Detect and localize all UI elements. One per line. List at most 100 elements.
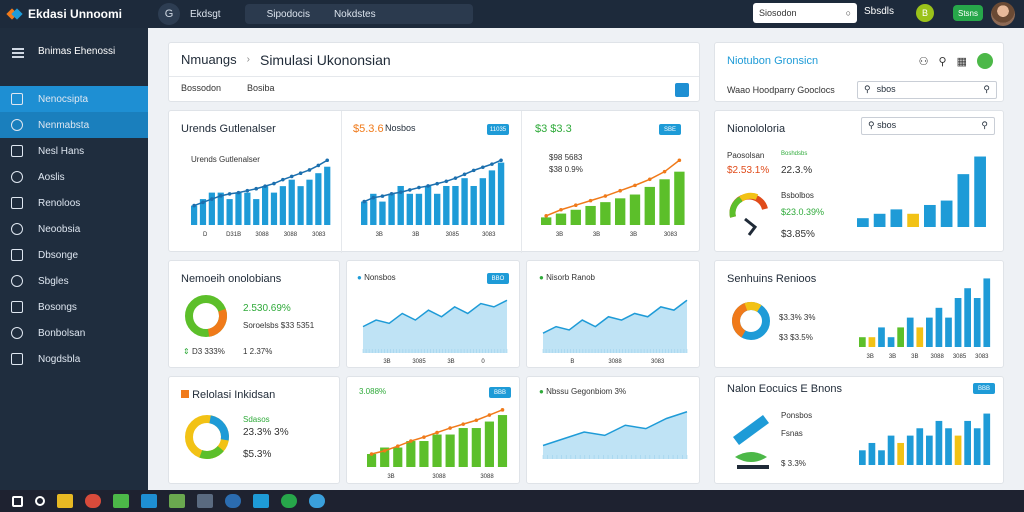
area-fill bbox=[543, 411, 687, 459]
sidebar-item-label: Nenocsipta bbox=[38, 93, 89, 105]
bar bbox=[897, 442, 904, 465]
app-logo[interactable]: Ekdasi Unnoomi bbox=[0, 7, 148, 21]
trend-point bbox=[389, 191, 394, 196]
trend-point bbox=[618, 188, 622, 193]
bar bbox=[270, 192, 278, 225]
sidebar-item-1[interactable]: Nenmabsta bbox=[0, 112, 148, 138]
card5-title: Nemoeih onolobians bbox=[181, 273, 282, 285]
crumb-sub-2[interactable]: Bosiba bbox=[247, 83, 275, 93]
sidebar-item-label: Nenmabsta bbox=[38, 119, 90, 131]
card6-pill[interactable]: BBO bbox=[487, 273, 509, 284]
sidebar-title: Bnimas Ehenossi bbox=[38, 46, 116, 57]
status-button[interactable]: Stsns bbox=[953, 5, 983, 21]
sidebar-item-6[interactable]: Dbsonge bbox=[0, 242, 148, 268]
card7-title: ● Nisorb Ranob bbox=[539, 273, 595, 282]
card9: Relolasi Inkidsan Sdasos 23.3% 3% $5.3% bbox=[168, 376, 340, 484]
bar bbox=[397, 185, 404, 225]
card10-pill[interactable]: BBB bbox=[489, 387, 511, 398]
bar bbox=[370, 193, 377, 225]
chrome-icon[interactable] bbox=[85, 494, 101, 508]
trend-point bbox=[398, 190, 403, 195]
bar bbox=[315, 173, 322, 225]
trend-point bbox=[474, 418, 479, 423]
top-label[interactable]: Ekdsgt bbox=[190, 8, 221, 20]
app-icon-1[interactable] bbox=[113, 494, 129, 508]
tab-nokdstes[interactable]: Nokdstes bbox=[333, 8, 376, 20]
card1-title: Urends Gutlenalser bbox=[181, 123, 276, 135]
bar bbox=[954, 298, 962, 347]
report-icon bbox=[11, 223, 23, 235]
trend-point bbox=[281, 177, 285, 182]
card4-search-input[interactable]: ⚲ sbos ⚲ bbox=[861, 117, 995, 135]
card12-pill[interactable]: BBB bbox=[973, 383, 995, 394]
sidebar-item-3[interactable]: Aoslis bbox=[0, 164, 148, 190]
trend-point bbox=[298, 171, 303, 175]
card3-pill[interactable]: SBE bbox=[659, 124, 681, 135]
card4-v1: 22.3.% bbox=[781, 165, 813, 176]
tab-sipodocis[interactable]: Sipodocis bbox=[266, 8, 310, 20]
bar bbox=[217, 192, 224, 225]
bar bbox=[208, 192, 215, 225]
sidebar-item-10[interactable]: Nogdsbla bbox=[0, 346, 148, 372]
card4-title: Nionololoria bbox=[727, 123, 786, 135]
breadcrumb-root[interactable]: Nmuangs bbox=[181, 52, 237, 67]
crumb-sub-1[interactable]: Bossodon bbox=[181, 83, 222, 93]
card2-pill[interactable]: 11035 bbox=[487, 124, 509, 135]
donut-chart-3 bbox=[185, 415, 229, 459]
sidebar-item-0[interactable]: Nenocsipta bbox=[0, 86, 148, 112]
app-icon-4[interactable] bbox=[197, 494, 213, 508]
top-search-input[interactable]: Siosodon ○ bbox=[753, 3, 857, 23]
table-icon bbox=[11, 275, 23, 287]
status-icon[interactable] bbox=[977, 53, 993, 69]
right-search-value: sbos bbox=[876, 84, 896, 94]
tick-label: 3088 bbox=[432, 474, 446, 480]
right-search-input[interactable]: ⚲ sbos ⚲ bbox=[857, 81, 997, 99]
bar bbox=[878, 327, 885, 347]
bar bbox=[926, 317, 933, 347]
sidebar-item-4[interactable]: Renoloos bbox=[0, 190, 148, 216]
windows-icon[interactable] bbox=[12, 495, 23, 507]
search-icon: ⚲ bbox=[983, 84, 990, 94]
folder-icon[interactable] bbox=[57, 494, 73, 508]
bar bbox=[279, 186, 286, 225]
sidebar-item-7[interactable]: Sbgles bbox=[0, 268, 148, 294]
search-icon[interactable] bbox=[35, 496, 45, 506]
lock-icon[interactable]: ⚲ bbox=[938, 55, 947, 68]
tick-label: 3B bbox=[866, 354, 873, 360]
sidebar-item-2[interactable]: Nesl Hans bbox=[0, 138, 148, 164]
donut-chart bbox=[185, 295, 227, 337]
top-right-text[interactable]: Sbsdls bbox=[864, 6, 895, 17]
trend-point bbox=[462, 172, 467, 177]
crumb-action-button[interactable] bbox=[675, 83, 689, 97]
tick-label: 3088 bbox=[284, 232, 298, 238]
user-icon[interactable]: ⚇ bbox=[918, 55, 929, 68]
trend-point bbox=[289, 174, 294, 179]
bar bbox=[954, 435, 962, 465]
settings-icon bbox=[11, 197, 23, 209]
sidebar-item-5[interactable]: Neoobsia bbox=[0, 216, 148, 242]
app-icon-2[interactable] bbox=[141, 494, 157, 508]
app-icon-7[interactable] bbox=[281, 494, 297, 508]
avatar[interactable] bbox=[991, 2, 1015, 26]
card7-title-text: Nisorb Ranob bbox=[546, 273, 595, 282]
menu-icon[interactable] bbox=[12, 48, 24, 58]
bar bbox=[906, 317, 914, 347]
trend-point bbox=[487, 413, 492, 417]
sidebar-item-8[interactable]: Bosongs bbox=[0, 294, 148, 320]
sidebar-item-9[interactable]: Bonbolsan bbox=[0, 320, 148, 346]
app-icon-5[interactable] bbox=[225, 494, 241, 508]
app-icon-3[interactable] bbox=[169, 494, 185, 508]
gauge bbox=[729, 192, 768, 236]
notification-badge[interactable]: B bbox=[916, 4, 934, 22]
chart7: B 3088 3083 bbox=[542, 299, 688, 365]
card4: Nionololoria ⚲ sbos ⚲ Paosolsan $2.53.1% … bbox=[714, 110, 1004, 252]
app-icon-8[interactable] bbox=[309, 494, 325, 508]
app-icon-6[interactable] bbox=[253, 494, 269, 508]
trend-line bbox=[193, 159, 328, 207]
grid-icon[interactable]: ▦ bbox=[956, 55, 967, 68]
card11-title: ● Nbssu Gegonbiom 3% bbox=[539, 387, 626, 396]
g-icon[interactable]: G bbox=[158, 3, 180, 25]
bar bbox=[497, 415, 508, 467]
trend-point bbox=[444, 179, 449, 184]
card4-label1: Paosolsan bbox=[727, 151, 765, 160]
